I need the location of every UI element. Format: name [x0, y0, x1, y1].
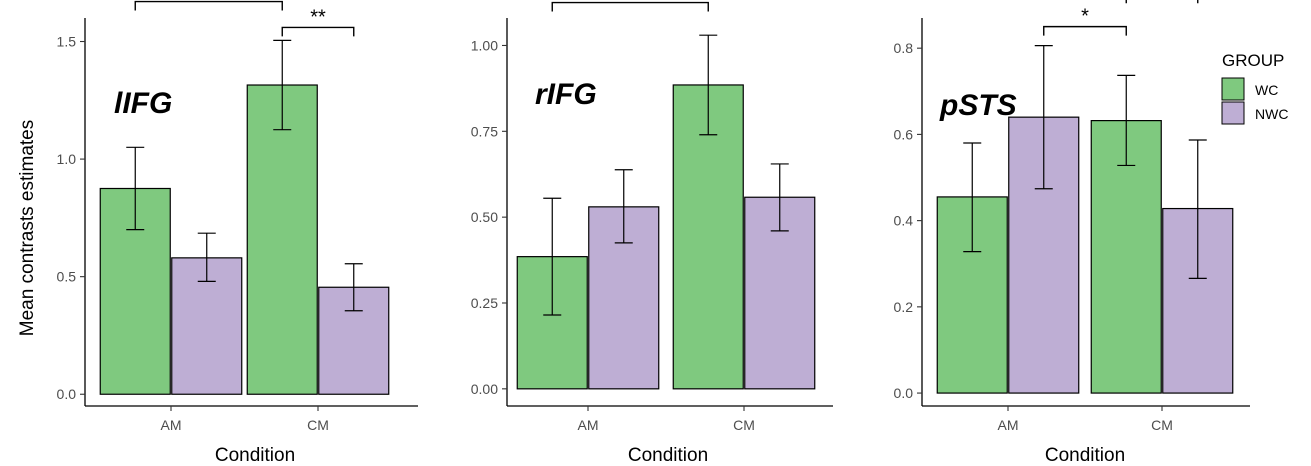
significance-bracket: [281, 26, 355, 37]
significance-label: *: [1081, 6, 1089, 28]
y-tick-label: 0.25: [471, 295, 498, 311]
y-tick-label: 0.0: [894, 385, 914, 401]
y-axis-title: Mean contrasts estimates: [17, 120, 38, 336]
y-tick-label: 1.00: [471, 37, 498, 53]
legend: GROUP WC NWC: [1221, 51, 1288, 125]
x-tick-label: CM: [733, 417, 755, 433]
x-tick-label: AM: [998, 417, 1019, 433]
x-axis-title: Condition: [628, 445, 708, 466]
legend-label-wc: WC: [1255, 82, 1278, 98]
x-axis-title: Condition: [1045, 445, 1125, 466]
panel-lifg: 0.0 0.5 1.0 1.5 AM CM Condition ** ** lIFG: [57, 0, 418, 466]
y-tick-label: 0.4: [894, 213, 914, 229]
bar-nwc-am: [588, 206, 660, 390]
y-tick-label: 0.50: [471, 209, 498, 225]
y-tick-label: 0.0: [57, 386, 77, 402]
significance-label: **: [201, 0, 217, 3]
significance-bracket: [551, 1, 709, 12]
significance-bracket: [134, 0, 283, 11]
significance-bracket: [1125, 0, 1199, 4]
panel-title: lIFG: [114, 87, 172, 120]
significance-label: **: [622, 0, 638, 4]
legend-swatch-nwc: [1221, 101, 1245, 125]
legend-label-nwc: NWC: [1255, 106, 1288, 122]
bar-wc-cm: [672, 84, 744, 390]
y-tick-label: 0.5: [57, 269, 77, 285]
significance-label: **: [310, 6, 326, 28]
panels: 0.0 0.5 1.0 1.5 AM CM Condition ** ** lIFG 0.00 0.2…: [57, 0, 1250, 466]
y-tick-label: 0.2: [894, 299, 914, 315]
y-tick-label: 0.75: [471, 123, 498, 139]
panel-rifg: 0.00 0.25 0.50 0.75 1.00 AM CM Condition ** rIFG: [471, 0, 833, 466]
y-tick-label: 0.8: [894, 40, 914, 56]
legend-swatch-wc: [1221, 77, 1245, 101]
x-tick-label: CM: [1151, 417, 1173, 433]
panel-title: pSTS: [939, 89, 1017, 122]
legend-title: GROUP: [1222, 51, 1284, 70]
y-tick-label: 1.5: [57, 34, 77, 50]
panel-title: rIFG: [535, 78, 597, 111]
x-axis-title: Condition: [215, 445, 295, 466]
x-tick-label: CM: [307, 417, 329, 433]
x-tick-label: AM: [161, 417, 182, 433]
significance-bracket: [1043, 25, 1127, 36]
y-tick-label: 0.00: [471, 381, 498, 397]
y-tick-label: 1.0: [57, 151, 77, 167]
x-tick-label: AM: [578, 417, 599, 433]
y-tick-label: 0.6: [894, 126, 914, 142]
bar-wc-cm: [246, 84, 318, 395]
